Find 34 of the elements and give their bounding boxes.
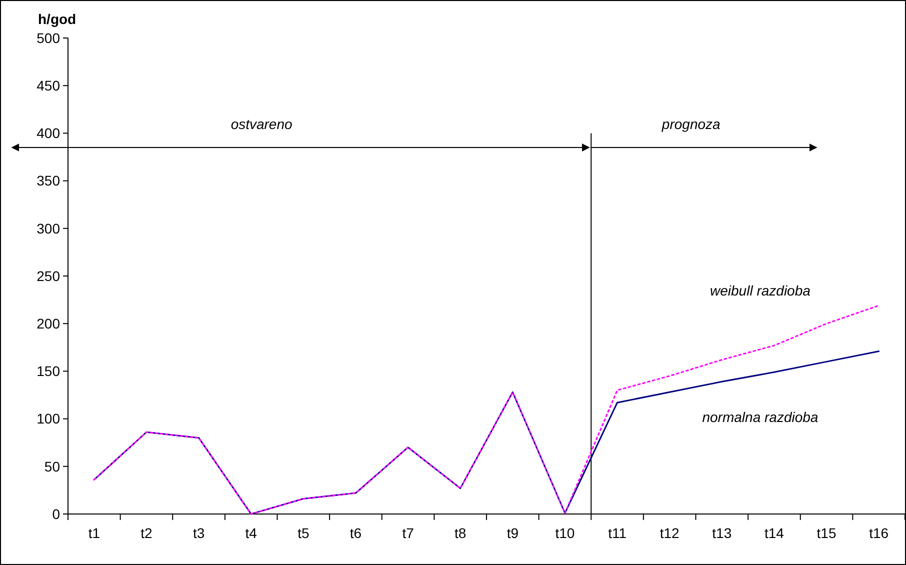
x-tick-label: t12 [660,525,680,541]
x-tick-label: t15 [816,525,836,541]
x-tick-label: t8 [454,525,466,541]
y-tick-label: 50 [44,458,60,474]
x-tick-label: t9 [506,525,519,541]
x-tick-label: t5 [298,525,310,541]
x-tick-label: t16 [869,525,889,541]
line-series [93,304,880,515]
x-tick-label: t11 [608,525,627,541]
series-label: normalna razdioba [702,409,818,426]
y-tick-label: 450 [36,78,60,94]
text: weibull razdioba [710,282,811,298]
y-tick-label: 150 [36,363,60,380]
y-tick-label: 300 [36,220,60,236]
x-tick-label: t6 [350,525,362,541]
x-tick-label: t10 [555,525,575,541]
y-tick-label: 100 [36,410,60,427]
y-tick-label: 0 [52,506,60,522]
line-series [93,350,880,515]
y-tick-label: 250 [36,268,60,284]
x-tick-label: t4 [245,525,258,541]
annotation: ostvareno [230,116,293,132]
x-tick-label: t14 [764,525,784,541]
y-tick-label: 350 [36,172,60,189]
x-tick-label: t1 [88,525,100,541]
x-tick-label: t7 [402,525,414,541]
y-tick-label: 200 [36,316,60,332]
x-tick-label: t3 [192,525,205,541]
y-axis-title: h/god [38,11,76,27]
annotation: prognoza [660,116,721,132]
x-tick-label: t2 [140,525,153,541]
y-tick-label: 500 [36,30,60,46]
y-tick-label: 400 [36,125,60,142]
x-tick-label: t13 [712,525,732,541]
